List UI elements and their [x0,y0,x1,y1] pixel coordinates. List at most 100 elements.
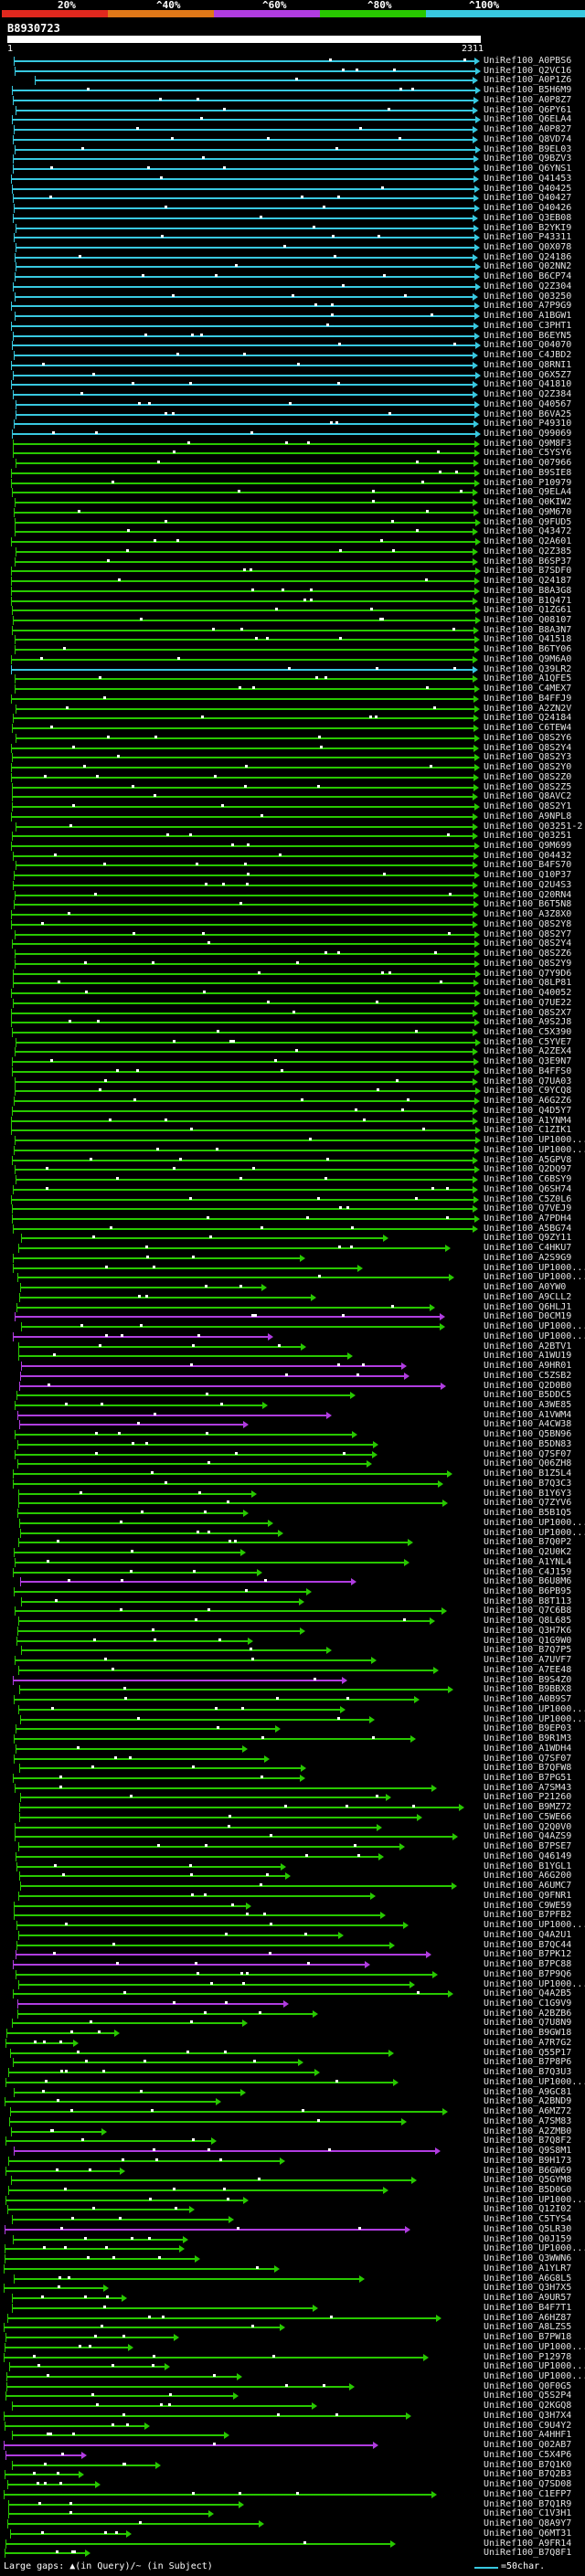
hit-label[interactable]: UniRef100_Q1ZG61 [484,605,572,616]
hit-label[interactable]: UniRef100_Q2Z385 [484,546,572,557]
hit-row[interactable]: UniRef100_C1G9V9 [0,1998,585,2009]
hit-label[interactable]: UniRef100_C4J159 [484,1566,572,1577]
hit-row[interactable]: UniRef100_Q8S2Y1 [0,801,585,812]
hit-label[interactable]: UniRef100_A4CW38 [484,1419,572,1430]
hit-row[interactable]: UniRef100_B7PK12 [0,1949,585,1960]
hit-row[interactable]: UniRef100_A6HZ87 [0,2313,585,2324]
hit-label[interactable]: UniRef100_A9CLL2 [484,1291,572,1302]
hit-label[interactable]: UniRef100_Q9M699 [484,840,572,851]
hit-row[interactable]: UniRef100_B9EP03 [0,1723,585,1734]
hit-row[interactable]: UniRef100_Q41453 [0,174,585,185]
hit-row[interactable]: UniRef100_Q1ZG61 [0,605,585,616]
hit-row[interactable]: UniRef100_A7EE48 [0,1665,585,1676]
hit-row[interactable]: UniRef100_C4J159 [0,1567,585,1578]
hit-label[interactable]: UniRef100_A5GPV8 [484,1154,572,1165]
hit-label[interactable]: UniRef100_Q6MT31 [484,2528,572,2539]
hit-row[interactable]: UniRef100_Q46149 [0,1851,585,1862]
hit-label[interactable]: UniRef100_B7Q3C3 [484,1478,572,1489]
hit-label[interactable]: UniRef100_UP1000... [484,2243,585,2254]
hit-label[interactable]: UniRef100_Q2Z304 [484,281,572,292]
hit-row[interactable]: UniRef100_B7Q0P2 [0,1537,585,1548]
hit-row[interactable]: UniRef100_A8LZS5 [0,2322,585,2333]
hit-label[interactable]: UniRef100_Q9S8M1 [484,2146,572,2157]
hit-row[interactable]: UniRef100_Q7UA03 [0,1076,585,1087]
hit-label[interactable]: UniRef100_B7Q1R9 [484,2498,572,2509]
hit-row[interactable]: UniRef100_A0PBS6 [0,56,585,67]
hit-row[interactable]: UniRef100_Q4D5Y7 [0,1106,585,1117]
hit-row[interactable]: UniRef100_UP1000... [0,1979,585,1990]
hit-row[interactable]: UniRef100_C6TEW4 [0,723,585,734]
hit-label[interactable]: UniRef100_Q6X5Z7 [484,369,572,380]
hit-row[interactable]: UniRef100_B6PB95 [0,1586,585,1597]
hit-label[interactable]: UniRef100_A2ZN2V [484,703,572,714]
hit-row[interactable]: UniRef100_Q3E9N7 [0,1056,585,1067]
hit-label[interactable]: UniRef100_A2BND9 [484,2096,572,2107]
hit-label[interactable]: UniRef100_Q5S2P4 [484,2390,572,2401]
hit-label[interactable]: UniRef100_Q02NN2 [484,261,572,272]
hit-row[interactable]: UniRef100_C6BSY9 [0,1174,585,1185]
hit-row[interactable]: UniRef100_Q55P17 [0,2048,585,2059]
hit-label[interactable]: UniRef100_B1Y6Y3 [484,1488,572,1499]
hit-label[interactable]: UniRef100_Q5LR30 [484,2223,572,2234]
hit-row[interactable]: UniRef100_Q8VD74 [0,134,585,145]
hit-label[interactable]: UniRef100_B2YKI9 [484,222,572,233]
hit-row[interactable]: UniRef100_UP1000... [0,2361,585,2372]
hit-label[interactable]: UniRef100_P49310 [484,419,572,429]
hit-row[interactable]: UniRef100_Q8L685 [0,1616,585,1627]
hit-row[interactable]: UniRef100_B6SP37 [0,557,585,567]
hit-row[interactable]: UniRef100_B4FS70 [0,860,585,871]
hit-row[interactable]: UniRef100_Q12I02 [0,2204,585,2215]
hit-label[interactable]: UniRef100_Q2U4S3 [484,879,572,890]
hit-row[interactable]: UniRef100_B9MZ72 [0,1802,585,1813]
hit-row[interactable]: UniRef100_B9SIE8 [0,468,585,479]
hit-row[interactable]: UniRef100_UP1000... [0,1920,585,1931]
hit-label[interactable]: UniRef100_Q8VD74 [484,133,572,144]
hit-label[interactable]: UniRef100_B9EP03 [484,1723,572,1734]
hit-row[interactable]: UniRef100_B7Q2B3 [0,2469,585,2480]
hit-row[interactable]: UniRef100_Q8S2Y0 [0,762,585,773]
hit-label[interactable]: UniRef100_UP1000... [484,1527,585,1538]
hit-label[interactable]: UniRef100_Q9BZV3 [484,154,572,164]
hit-label[interactable]: UniRef100_Q03251-2 [484,821,583,832]
hit-label[interactable]: UniRef100_B9GW18 [484,2028,572,2039]
hit-row[interactable]: UniRef100_A1VWM4 [0,1410,585,1421]
hit-row[interactable]: UniRef100_A6G200 [0,1871,585,1882]
hit-row[interactable]: UniRef100_A9S2J8 [0,1017,585,1028]
hit-label[interactable]: UniRef100_Q40427 [484,193,572,204]
hit-label[interactable]: UniRef100_Q46149 [484,1850,572,1861]
hit-row[interactable]: UniRef100_B9BBX8 [0,1684,585,1695]
hit-label[interactable]: UniRef100_A9GC81 [484,2086,572,2097]
hit-label[interactable]: UniRef100_Q41810 [484,379,572,390]
hit-row[interactable]: UniRef100_Q9M6A0 [0,654,585,665]
hit-label[interactable]: UniRef100_Q4AZS9 [484,1831,572,1842]
hit-row[interactable]: UniRef100_Q5GYM8 [0,2175,585,2186]
hit-label[interactable]: UniRef100_A2BTV1 [484,1341,572,1352]
hit-label[interactable]: UniRef100_Q8S2Y0 [484,762,572,773]
hit-label[interactable]: UniRef100_P21260 [484,1792,572,1803]
hit-label[interactable]: UniRef100_Q12I02 [484,2204,572,2215]
hit-row[interactable]: UniRef100_A1BGW1 [0,311,585,322]
hit-label[interactable]: UniRef100_Q0KIW2 [484,497,572,508]
hit-row[interactable]: UniRef100_C4MEX7 [0,684,585,694]
hit-row[interactable]: UniRef100_B6GW69 [0,2166,585,2177]
hit-row[interactable]: UniRef100_B4FFJ9 [0,694,585,705]
hit-row[interactable]: UniRef100_B4FFS0 [0,1066,585,1077]
hit-row[interactable]: UniRef100_A7SM43 [0,1783,585,1794]
hit-row[interactable]: UniRef100_B6U8M6 [0,1576,585,1587]
hit-label[interactable]: UniRef100_UP1000... [484,1330,585,1341]
hit-label[interactable]: UniRef100_Q2VC16 [484,65,572,76]
hit-row[interactable]: UniRef100_B7Q1R9 [0,2499,585,2510]
hit-label[interactable]: UniRef100_B7PG51 [484,1773,572,1784]
hit-row[interactable]: UniRef100_A7P9G9 [0,301,585,312]
hit-label[interactable]: UniRef100_Q9M6A0 [484,653,572,664]
hit-row[interactable]: UniRef100_Q99069 [0,429,585,440]
hit-label[interactable]: UniRef100_B9EL03 [484,143,572,154]
hit-label[interactable]: UniRef100_Q03250 [484,291,572,302]
hit-label[interactable]: UniRef100_Q99069 [484,429,572,440]
hit-row[interactable]: UniRef100_Q24186 [0,252,585,263]
hit-label[interactable]: UniRef100_B4FFJ9 [484,693,572,704]
hit-label[interactable]: UniRef100_Q9ZY11 [484,1233,572,1244]
hit-row[interactable]: UniRef100_P49310 [0,419,585,429]
hit-label[interactable]: UniRef100_B6T5N8 [484,899,572,910]
hit-row[interactable]: UniRef100_C4HKU7 [0,1243,585,1254]
